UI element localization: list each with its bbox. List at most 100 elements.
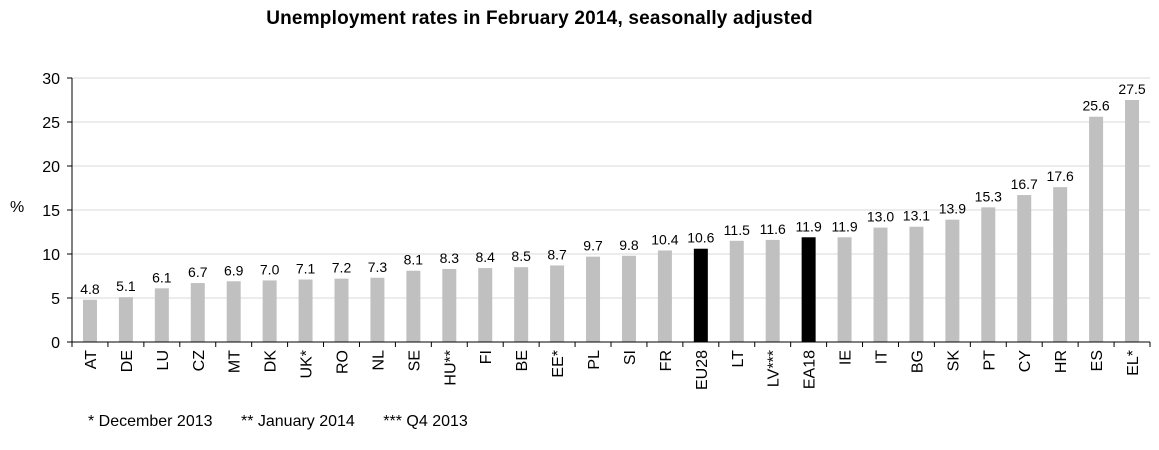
value-label: 13.0 [867, 209, 894, 225]
x-tick-label: RO [335, 350, 352, 374]
y-tick-label: 30 [42, 71, 60, 88]
value-label: 8.7 [547, 246, 567, 262]
value-label: 7.0 [260, 261, 280, 277]
value-label: 15.3 [975, 188, 1002, 204]
bar-it [873, 227, 888, 342]
y-tick-label: 20 [42, 159, 60, 176]
value-label: 8.5 [511, 248, 531, 264]
x-tick-label: BG [909, 350, 926, 373]
footnote-2: ** January 2014 [240, 413, 355, 430]
bar-bg [909, 226, 924, 342]
x-tick-label: IE [838, 350, 855, 365]
x-tick-label: ES [1089, 350, 1106, 371]
bar-es [1089, 116, 1104, 342]
bar-be [514, 267, 529, 342]
value-label: 7.2 [332, 260, 352, 276]
value-label: 7.3 [368, 259, 388, 275]
bar-ea18 [801, 237, 816, 342]
value-label: 13.9 [939, 201, 966, 217]
x-tick-label: EA18 [802, 350, 819, 389]
bar-fi [478, 268, 493, 342]
x-tick-label: SI [622, 350, 639, 365]
value-label: 13.1 [903, 208, 930, 224]
x-tick-label: LU [155, 350, 172, 370]
axes [71, 78, 1150, 343]
bar-ee [550, 265, 565, 342]
x-tick-label: MT [227, 350, 244, 373]
bar-dk [262, 280, 277, 342]
y-axis-label: % [10, 199, 24, 216]
bar-pl [586, 256, 601, 342]
value-label: 7.1 [296, 261, 316, 277]
x-tick-label: FI [478, 350, 495, 364]
x-tick-label: HR [1053, 350, 1070, 373]
footnote-1: * December 2013 [88, 413, 213, 430]
x-tick-label: CZ [191, 350, 208, 372]
value-label: 6.7 [188, 264, 208, 280]
footnotes: * December 2013 ** January 2014 *** Q4 2… [88, 413, 492, 431]
bar-uk [298, 279, 313, 342]
x-tick-label: AT [83, 350, 100, 369]
bar-at [82, 299, 97, 342]
x-tick-label: SE [406, 350, 423, 371]
bar-ro [334, 278, 349, 342]
x-tick-label: NL [370, 350, 387, 371]
value-label: 6.9 [224, 262, 244, 278]
bar-eu28 [693, 248, 708, 342]
value-label: 11.9 [831, 218, 857, 234]
bar-cz [190, 283, 205, 342]
bar-sk [945, 219, 960, 342]
x-tick-label: BE [514, 350, 531, 371]
value-label: 8.1 [404, 252, 424, 268]
x-axis-labels: AT DE LU CZ MT DK UK* RO NL SE HU** FI BE EE* PL SI FR EU… [71, 342, 1151, 390]
bar-ie [837, 237, 852, 342]
bar-se [406, 270, 421, 342]
value-label: 27.5 [1118, 81, 1145, 97]
x-tick-label: DE [119, 350, 136, 372]
value-label: 16.7 [1011, 176, 1038, 192]
x-tick-label: EU28 [694, 350, 711, 390]
bar-lv [765, 239, 780, 342]
value-label: 9.8 [619, 237, 639, 253]
value-label: 6.1 [152, 269, 172, 285]
bar-si [621, 255, 636, 342]
chart-title: Unemployment rates in February 2014, sea… [266, 8, 813, 29]
bar-el [1125, 100, 1140, 342]
bar-nl [370, 277, 385, 342]
bar-pt [981, 207, 996, 342]
bar-cy [1017, 195, 1032, 342]
value-label: 5.1 [116, 278, 136, 294]
y-axis-ticks: 0 5 10 15 20 25 30 [42, 71, 72, 352]
x-tick-label: EE* [550, 350, 567, 378]
x-tick-label: PT [981, 350, 998, 371]
value-label: 11.6 [760, 221, 786, 237]
bar-fr [657, 250, 672, 342]
grid-lines [72, 77, 1150, 299]
bar-de [118, 297, 133, 342]
x-tick-label: LV*** [766, 350, 783, 387]
value-label: 11.5 [724, 222, 750, 238]
x-tick-label: LT [730, 350, 747, 368]
x-tick-label: IT [874, 350, 891, 364]
bar-mt [226, 281, 241, 342]
value-label: 10.4 [651, 231, 678, 247]
x-tick-label: HU** [442, 350, 459, 386]
value-label: 17.6 [1047, 168, 1074, 184]
bars [82, 100, 1140, 342]
y-tick-label: 15 [42, 203, 60, 220]
value-label: 8.3 [440, 250, 460, 266]
value-label: 9.7 [583, 238, 603, 254]
bar-hr [1053, 187, 1068, 342]
value-labels: 4.8 5.1 6.1 6.7 6.9 7.0 7.1 7.2 7.3 8.1 8.3 8.4 8.5 8… [80, 81, 1146, 297]
value-label: 8.4 [475, 249, 495, 265]
bar-hu [442, 268, 457, 342]
x-tick-label: SK [945, 350, 962, 372]
footnote-3: *** Q4 2013 [383, 413, 468, 430]
x-tick-label: DK [263, 350, 280, 373]
x-tick-label: EL* [1125, 350, 1142, 376]
x-tick-label: UK* [299, 350, 316, 378]
value-label: 4.8 [80, 281, 100, 297]
y-tick-label: 10 [42, 247, 60, 264]
value-label: 25.6 [1082, 98, 1109, 114]
